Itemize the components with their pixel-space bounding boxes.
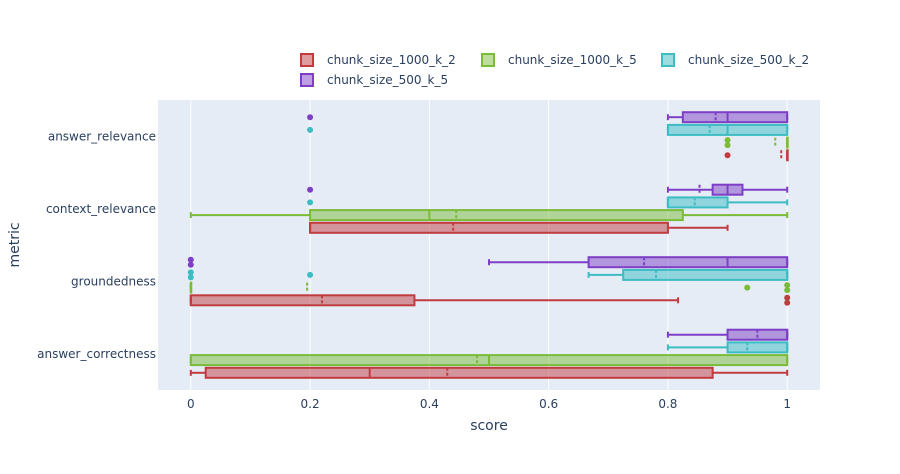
legend-swatch — [481, 53, 495, 67]
box-chunk_size_500_k_5-answer_correctness — [666, 328, 789, 341]
box-chunk_size_500_k_5-groundedness — [187, 256, 789, 269]
box-chunk_size_1000_k_5-context_relevance — [189, 209, 789, 222]
box-chunk_size_1000_k_2-answer_correctness — [189, 366, 789, 379]
legend-swatch — [661, 53, 675, 67]
y-tick-label: context_relevance — [46, 202, 156, 216]
y-tick-label: answer_relevance — [48, 129, 156, 143]
legend-swatch — [300, 53, 314, 67]
box-iqr — [309, 209, 684, 222]
box-iqr — [681, 111, 789, 124]
legend-item-chunk_size_500_k_2[interactable]: chunk_size_500_k_2 — [661, 53, 809, 67]
outlier-point — [724, 152, 731, 159]
legend-item-chunk_size_1000_k_2[interactable]: chunk_size_1000_k_2 — [300, 53, 456, 67]
box-chunk_size_500_k_5-context_relevance — [307, 183, 789, 196]
y-axis-label: metric — [7, 222, 23, 267]
box-chunk_size_500_k_5-answer_relevance — [307, 111, 789, 124]
outlier-point — [307, 271, 314, 278]
outlier-point — [784, 282, 791, 289]
outlier-point — [187, 269, 194, 276]
legend-swatch — [300, 73, 314, 87]
y-tick-label: groundedness — [71, 274, 156, 288]
x-tick-label: 0.4 — [420, 397, 439, 411]
legend-label: chunk_size_500_k_5 — [327, 73, 448, 87]
box-chunk_size_500_k_2-answer_relevance — [307, 123, 789, 136]
box-iqr — [309, 221, 669, 234]
box-iqr — [666, 196, 729, 209]
x-tick-label: 1 — [783, 397, 791, 411]
legend-label: chunk_size_1000_k_5 — [508, 53, 637, 67]
outlier-point — [187, 274, 194, 281]
box-chunk_size_1000_k_5-groundedness — [189, 281, 791, 294]
box-chunk_size_1000_k_2-answer_relevance — [724, 149, 789, 162]
box-iqr — [726, 341, 789, 354]
x-tick-label: 0.8 — [658, 397, 677, 411]
legend-label: chunk_size_500_k_2 — [688, 53, 809, 67]
plot-background — [158, 100, 820, 390]
box-chunk_size_1000_k_5-answer_relevance — [724, 136, 789, 149]
y-tick-label: answer_correctness — [37, 347, 156, 361]
box-iqr — [587, 256, 789, 269]
outlier-point — [784, 287, 791, 294]
box-chunk_size_1000_k_2-context_relevance — [309, 221, 729, 234]
legend-item-chunk_size_1000_k_5[interactable]: chunk_size_1000_k_5 — [481, 53, 637, 67]
outlier-point — [187, 256, 194, 263]
legend-item-chunk_size_500_k_5[interactable]: chunk_size_500_k_5 — [300, 73, 448, 87]
outlier-point — [307, 186, 314, 193]
x-axis-label: score — [470, 418, 508, 434]
box-iqr — [204, 366, 714, 379]
outlier-point — [744, 284, 751, 291]
x-tick-label: 0.2 — [301, 397, 320, 411]
outlier-point — [187, 261, 194, 268]
outlier-point — [724, 142, 731, 149]
outlier-point — [784, 299, 791, 306]
box-iqr — [189, 294, 416, 307]
legend-label: chunk_size_1000_k_2 — [327, 53, 456, 67]
x-tick-label: 0.6 — [539, 397, 558, 411]
box-chunk_size_1000_k_2-groundedness — [189, 294, 791, 307]
box-chunk_size_500_k_2-context_relevance — [307, 196, 789, 209]
box-chunk_size_500_k_2-answer_correctness — [666, 341, 789, 354]
outlier-point — [724, 137, 731, 144]
outlier-point — [307, 114, 314, 121]
box-chunk_size_500_k_2-groundedness — [187, 268, 789, 281]
outlier-point — [307, 199, 314, 206]
box-chunk_size_1000_k_5-answer_correctness — [189, 354, 789, 367]
outlier-point — [307, 126, 314, 133]
outlier-point — [784, 294, 791, 301]
x-tick-label: 0 — [187, 397, 195, 411]
box-iqr — [622, 268, 789, 281]
